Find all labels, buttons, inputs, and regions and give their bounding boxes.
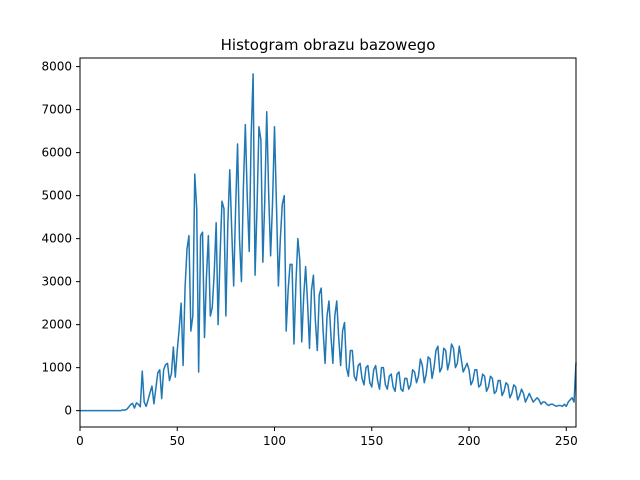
y-tick-label: 6000 bbox=[41, 146, 72, 160]
x-tick-label: 0 bbox=[76, 434, 84, 448]
y-tick-label: 5000 bbox=[41, 189, 72, 203]
y-tick-label: 1000 bbox=[41, 361, 72, 375]
y-tick-label: 8000 bbox=[41, 60, 72, 74]
plot-area: 0 50 100 150 200 250 0 1000 2000 3000 4000 5000 6000… bbox=[41, 60, 577, 448]
x-tick-label: 250 bbox=[555, 434, 578, 448]
y-tick-label: 7000 bbox=[41, 103, 72, 117]
x-tick-label: 50 bbox=[170, 434, 185, 448]
x-tick-label: 200 bbox=[458, 434, 481, 448]
x-tick-label: 150 bbox=[360, 434, 383, 448]
y-tick-label: 2000 bbox=[41, 318, 72, 332]
y-tick-label: 0 bbox=[64, 404, 72, 418]
y-tick-label: 4000 bbox=[41, 232, 72, 246]
y-tick-label: 3000 bbox=[41, 275, 72, 289]
axes-frame bbox=[79, 57, 577, 428]
x-tick-label: 100 bbox=[263, 434, 286, 448]
histogram-series-line bbox=[80, 73, 577, 412]
chart-title: Histogram obrazu bazowego bbox=[221, 36, 436, 54]
